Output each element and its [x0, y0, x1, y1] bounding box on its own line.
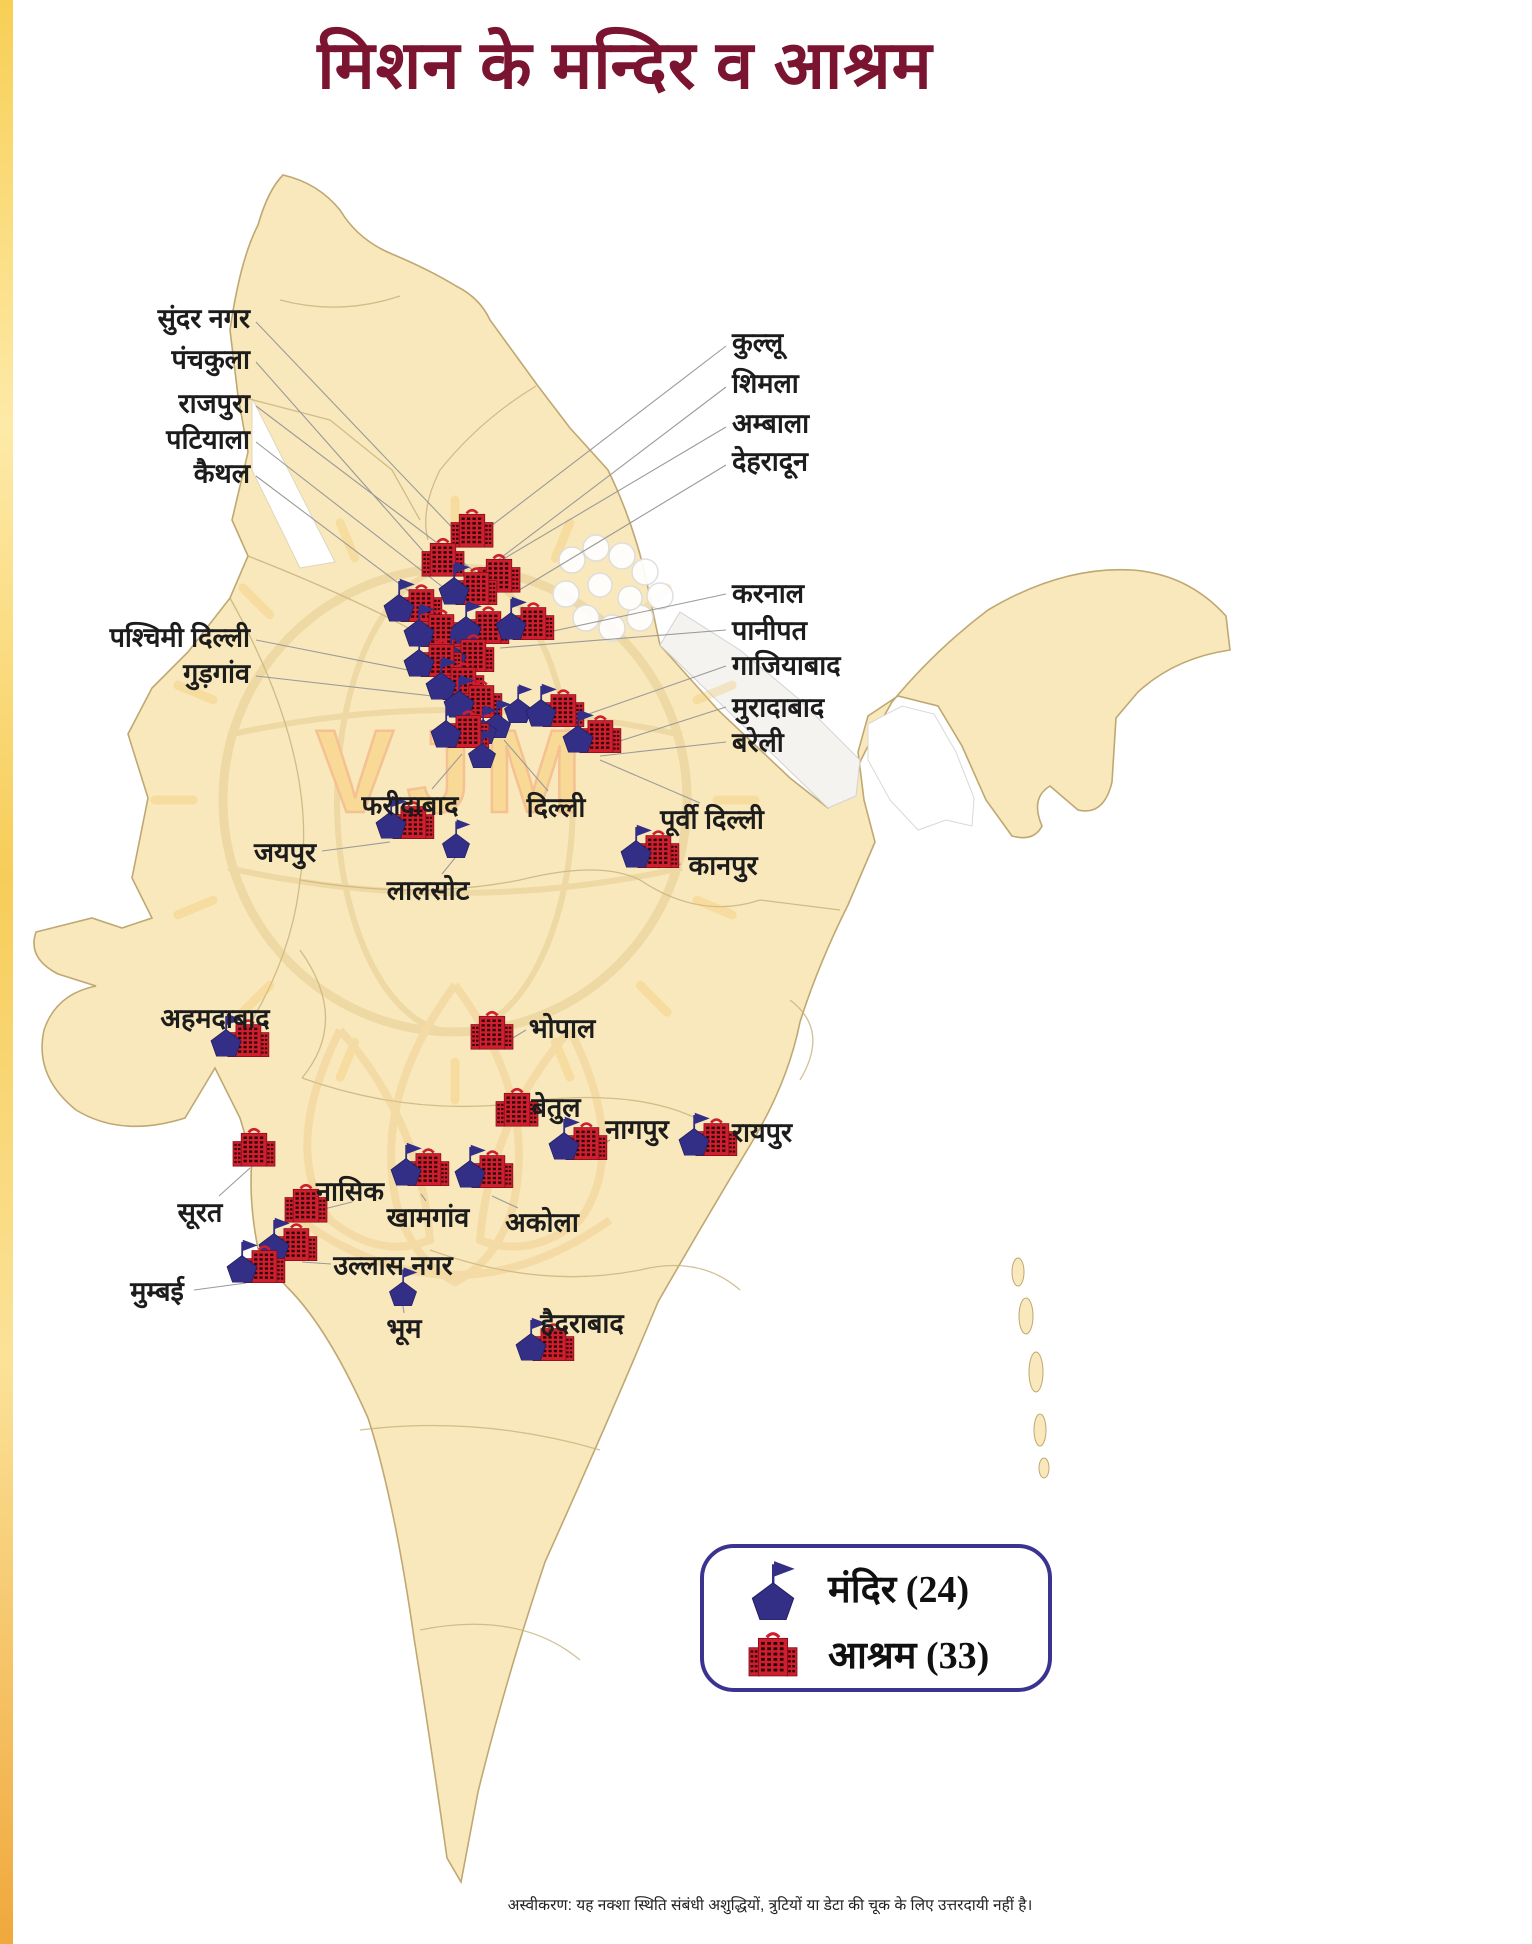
- ashram-icon: [746, 1630, 800, 1678]
- leader-line: [491, 1195, 519, 1209]
- city-label: नागपुर: [605, 1114, 669, 1145]
- city-label: खामगांव: [386, 1202, 470, 1233]
- city-label: पंचकुला: [171, 344, 250, 375]
- leader-line: [321, 841, 391, 852]
- city-label: कानपुर: [688, 850, 758, 881]
- leader-line: [255, 675, 451, 699]
- city-label: पूर्वी दिल्ली: [660, 804, 764, 835]
- city-label: नासिक: [316, 1176, 384, 1207]
- city-label: रायपुर: [731, 1117, 793, 1148]
- leader-line: [529, 593, 727, 637]
- city-label: शिमला: [732, 368, 799, 399]
- leader-line: [477, 345, 727, 537]
- city-label: दिल्ली: [526, 792, 586, 823]
- city-label: मुम्बई: [130, 1276, 184, 1307]
- leader-line: [255, 361, 439, 569]
- city-label: अम्बाला: [732, 408, 810, 439]
- city-label: अकोला: [505, 1207, 579, 1238]
- city-label: बेतुल: [531, 1092, 581, 1123]
- city-label: कैथल: [193, 458, 250, 489]
- city-label: सूरत: [177, 1197, 223, 1228]
- leader-line: [301, 1261, 332, 1265]
- neighbour-regions: [251, 397, 975, 831]
- city-label: बरेली: [732, 727, 784, 758]
- city-label: कुल्लू: [732, 327, 784, 358]
- city-label: अहमदाबाद: [160, 1003, 270, 1034]
- city-label: उल्लास नगर: [333, 1250, 453, 1281]
- legend-row-ashram: आश्रम (33): [742, 1628, 1048, 1680]
- leader-line: [515, 464, 727, 593]
- leader-line: [497, 386, 727, 561]
- legend-ashram-label: आश्रम (33): [828, 1635, 990, 1677]
- temple-icon: [750, 1556, 796, 1620]
- leader-line: [499, 629, 727, 649]
- city-label: करनाल: [732, 578, 805, 609]
- city-label: सुंदर नगर: [157, 303, 250, 334]
- leader-line: [193, 1282, 247, 1291]
- map-legend: मंदिर (24) आश्रम (33): [700, 1544, 1052, 1692]
- city-label: जयपुर: [253, 837, 317, 868]
- leader-line: [441, 857, 456, 875]
- city-label: पश्चिमी दिल्ली: [109, 622, 250, 653]
- leader-line: [218, 1167, 251, 1197]
- legend-row-temple: मंदिर (24): [742, 1556, 1048, 1620]
- disclaimer-text: अस्वीकरण: यह नक्शा स्थिति संबंधी अशुद्धि…: [507, 1897, 1033, 1914]
- leader-line: [599, 759, 701, 804]
- city-label: हैदराबाद: [540, 1308, 624, 1339]
- city-label: देहरादून: [732, 446, 809, 477]
- city-label: गाजियाबाद: [732, 650, 841, 681]
- leader-line: [420, 1193, 427, 1202]
- leader-line: [467, 426, 727, 581]
- leader-line: [402, 1305, 405, 1314]
- leader-line: [431, 753, 463, 790]
- city-label: भोपाल: [528, 1013, 596, 1044]
- leader-line: [503, 739, 549, 792]
- city-label: गुड़गांव: [183, 658, 250, 689]
- city-label: भूम: [386, 1313, 422, 1344]
- garland-decoration: [552, 534, 674, 642]
- state-borders: [229, 295, 841, 1661]
- city-label: राजपुरा: [178, 388, 250, 419]
- city-label: फरीदाबाद: [361, 790, 459, 821]
- city-label: मुरादाबाद: [732, 692, 825, 723]
- leader-line: [599, 741, 727, 757]
- city-label: लालसोट: [386, 875, 470, 906]
- legend-temple-label: मंदिर (24): [828, 1569, 970, 1611]
- page-title: मिशन के मन्दिर व आश्रम: [317, 28, 933, 103]
- leader-line: [255, 321, 465, 541]
- city-label: पटियाला: [166, 424, 250, 455]
- leader-line: [255, 639, 429, 675]
- decorative-left-border: [0, 0, 13, 1944]
- city-label: पानीपत: [732, 615, 808, 646]
